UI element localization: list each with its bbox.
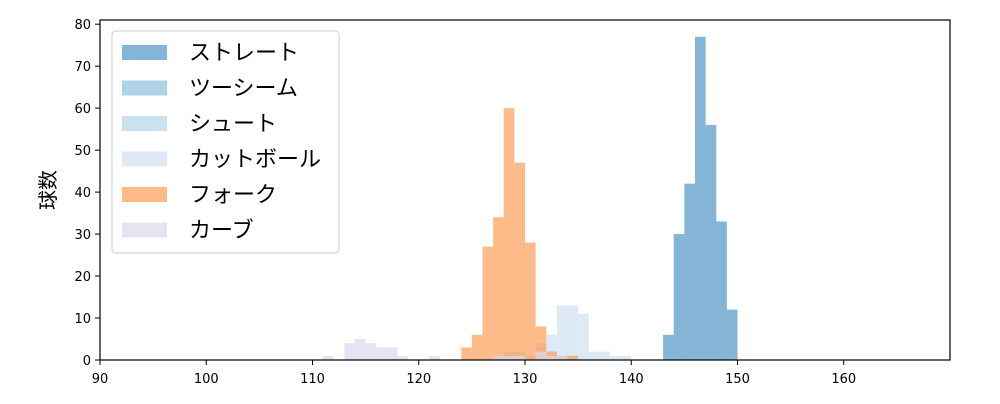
- legend-swatch: [122, 222, 167, 238]
- y-tick-label: 10: [74, 312, 91, 327]
- histogram-bar: [355, 339, 366, 360]
- histogram-bar: [514, 162, 525, 360]
- histogram-bar: [386, 347, 398, 360]
- histogram-bar: [471, 334, 483, 360]
- legend-label: カーブ: [189, 219, 254, 244]
- histogram-bar: [599, 351, 610, 360]
- legend-frame: [111, 30, 340, 254]
- x-tick-label: 110: [300, 372, 325, 387]
- histogram-bar: [716, 221, 727, 360]
- histogram-bar: [610, 355, 621, 360]
- series-5: [323, 339, 568, 360]
- legend-label: カットボール: [189, 148, 321, 173]
- x-tick-label: 150: [725, 372, 750, 387]
- histogram-bar: [493, 217, 504, 360]
- histogram-bar: [567, 355, 579, 360]
- histogram-bar: [588, 351, 600, 360]
- histogram-bar: [684, 183, 695, 360]
- legend-item: シュート: [122, 112, 277, 137]
- histogram-bar: [620, 355, 632, 360]
- x-tick-label: 120: [406, 372, 431, 387]
- legend-item: ツーシーム: [122, 77, 298, 102]
- histogram-bar: [397, 355, 409, 360]
- y-axis: 0 10 20 30 40 50 60 70 80: [74, 18, 100, 369]
- histogram-bar: [535, 351, 547, 360]
- histogram-bar: [673, 234, 685, 360]
- y-tick-label: 50: [74, 144, 91, 159]
- legend-item: フォーク: [122, 183, 277, 208]
- legend-swatch: [122, 45, 167, 60]
- histogram-bar: [482, 246, 494, 360]
- legend-label: ツーシーム: [189, 77, 298, 102]
- histogram-bar: [461, 347, 472, 360]
- y-tick-label: 80: [74, 18, 91, 33]
- histogram-bar: [429, 355, 440, 360]
- histogram-bar: [546, 334, 557, 360]
- legend-swatch: [122, 116, 167, 131]
- histogram-bar: [376, 347, 387, 360]
- histogram-bar: [556, 305, 568, 360]
- histogram-bar: [567, 305, 579, 360]
- histogram-bar: [578, 313, 589, 360]
- legend-item: カーブ: [122, 219, 254, 244]
- histogram-bar: [525, 242, 536, 360]
- x-tick-label: 140: [619, 372, 644, 387]
- legend-label: フォーク: [189, 183, 277, 208]
- y-tick-label: 40: [74, 186, 91, 201]
- histogram-bar: [503, 108, 515, 360]
- x-axis: 90 100 110 120 130 140 150 160: [92, 360, 856, 387]
- legend-swatch: [122, 187, 167, 202]
- histogram-bar: [695, 36, 706, 360]
- bars-layer: [323, 36, 738, 361]
- histogram-bar: [365, 343, 377, 360]
- histogram-bar: [556, 355, 568, 360]
- histogram-bar: [503, 355, 515, 360]
- legend-label: シュート: [189, 112, 277, 137]
- y-tick-label: 70: [74, 60, 91, 75]
- legend-swatch: [122, 80, 167, 96]
- histogram-bar: [663, 334, 674, 360]
- histogram-bar: [705, 124, 717, 361]
- legend-item: ストレート: [122, 41, 299, 66]
- legend-item: カットボール: [122, 148, 321, 173]
- series-0: [663, 36, 738, 361]
- legend-label: ストレート: [189, 41, 299, 66]
- histogram-bar: [344, 343, 355, 360]
- histogram-bar: [546, 355, 557, 360]
- y-tick-label: 20: [74, 270, 91, 285]
- histogram-bar: [514, 355, 525, 360]
- x-tick-label: 100: [194, 372, 219, 387]
- x-tick-label: 130: [513, 372, 538, 387]
- histogram-bar: [726, 309, 738, 360]
- x-tick-label: 90: [92, 372, 109, 387]
- histogram-bar: [493, 355, 504, 360]
- histogram-bar: [535, 326, 547, 360]
- x-tick-label: 160: [831, 372, 856, 387]
- histogram-bar: [323, 355, 334, 360]
- y-tick-label: 0: [83, 354, 91, 369]
- y-tick-label: 60: [74, 102, 91, 117]
- legend-swatch: [122, 151, 167, 167]
- y-tick-label: 30: [74, 228, 91, 243]
- y-axis-label: 球数: [36, 170, 60, 210]
